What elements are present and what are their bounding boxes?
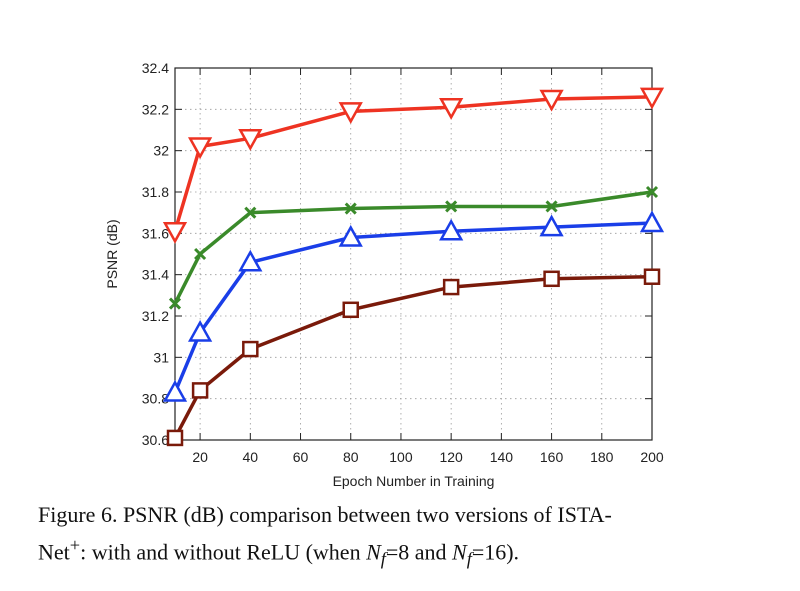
- data-point-marker: [442, 278, 460, 296]
- data-point-marker: [238, 129, 263, 151]
- data-point-marker: [539, 89, 564, 112]
- data-point-marker: [338, 224, 363, 247]
- y-tick-label: 30.6: [142, 432, 169, 448]
- data-point-marker: [439, 218, 464, 241]
- series-red-triangle-down: [162, 87, 665, 244]
- x-tick-label: 140: [490, 449, 514, 465]
- series: [162, 87, 665, 447]
- data-point-marker: [187, 319, 213, 342]
- figure-caption: Figure 6. PSNR (dB) comparison between t…: [38, 500, 778, 574]
- x-tick-label: 40: [243, 449, 259, 465]
- x-tick-label: 100: [389, 449, 413, 465]
- y-tick-label: 31.2: [142, 308, 169, 324]
- y-tick-label: 32.2: [142, 101, 169, 117]
- x-tick-label: 60: [293, 449, 309, 465]
- data-point-marker: [545, 200, 558, 213]
- caption-val-b: =16).: [471, 539, 520, 565]
- data-point-marker: [162, 222, 188, 244]
- y-axis-title: PSNR (dB): [104, 219, 120, 288]
- data-point-marker: [342, 301, 359, 319]
- caption-nf-b: N: [452, 539, 467, 565]
- y-tick-label: 31.4: [142, 267, 169, 283]
- data-point-marker: [445, 200, 458, 213]
- data-point-marker: [162, 379, 188, 402]
- data-point-marker: [168, 297, 182, 310]
- axis-ticks: 20 40 60 80 100 120 140 160 180 200 30.6 30.8 31 31.2…: [142, 60, 664, 465]
- x-tick-label: 120: [439, 449, 463, 465]
- y-tick-label: 32: [153, 143, 169, 159]
- data-point-marker: [645, 185, 659, 199]
- data-point-marker: [238, 249, 263, 272]
- caption-net: Net: [38, 539, 70, 565]
- data-point-marker: [344, 202, 357, 215]
- x-tick-label: 200: [640, 449, 664, 465]
- y-tick-label: 30.8: [142, 391, 169, 407]
- x-tick-label: 80: [343, 449, 359, 465]
- data-point-marker: [643, 268, 661, 285]
- grid: [175, 67, 653, 441]
- data-point-marker: [166, 429, 184, 447]
- y-tick-label: 31.6: [142, 225, 169, 241]
- x-tick-label: 20: [192, 449, 208, 465]
- series-darkred-square: [166, 268, 661, 447]
- caption-net-sup: +: [69, 535, 81, 555]
- data-point-marker: [242, 340, 259, 358]
- data-point-marker: [187, 137, 213, 160]
- x-axis-title: Epoch Number in Training: [333, 473, 495, 489]
- series-blue-triangle-up: [162, 210, 665, 402]
- series-line: [173, 221, 653, 394]
- series-line: [173, 95, 653, 232]
- data-point-marker: [539, 214, 564, 237]
- data-point-marker: [338, 102, 363, 124]
- caption-lead: Figure 6. PSNR (dB) comparison between t…: [38, 502, 612, 527]
- data-point-marker: [244, 206, 257, 219]
- x-tick-label: 160: [540, 449, 564, 465]
- y-tick-label: 32.4: [142, 60, 169, 76]
- caption-val-a: =8 and: [385, 539, 453, 565]
- plot-frame: [174, 67, 653, 441]
- caption-mid: : with and without ReLU (when: [80, 539, 367, 565]
- data-point-marker: [639, 210, 665, 233]
- y-tick-label: 31.8: [142, 184, 169, 200]
- caption-nf-a: N: [366, 539, 381, 565]
- x-tick-label: 180: [590, 449, 614, 465]
- data-point-marker: [439, 98, 464, 120]
- psnr-line-chart: 20 40 60 80 100 120 140 160 180 200 30.6 30.8 31 31.2…: [104, 60, 665, 489]
- data-point-marker: [543, 270, 560, 288]
- data-point-marker: [639, 87, 665, 110]
- data-point-marker: [194, 247, 207, 261]
- y-tick-label: 31: [153, 349, 169, 365]
- caption-nf-a-sub: f: [380, 548, 386, 569]
- data-point-marker: [191, 382, 209, 399]
- series-green-x: [168, 185, 659, 310]
- caption-nf-b-sub: f: [466, 548, 472, 569]
